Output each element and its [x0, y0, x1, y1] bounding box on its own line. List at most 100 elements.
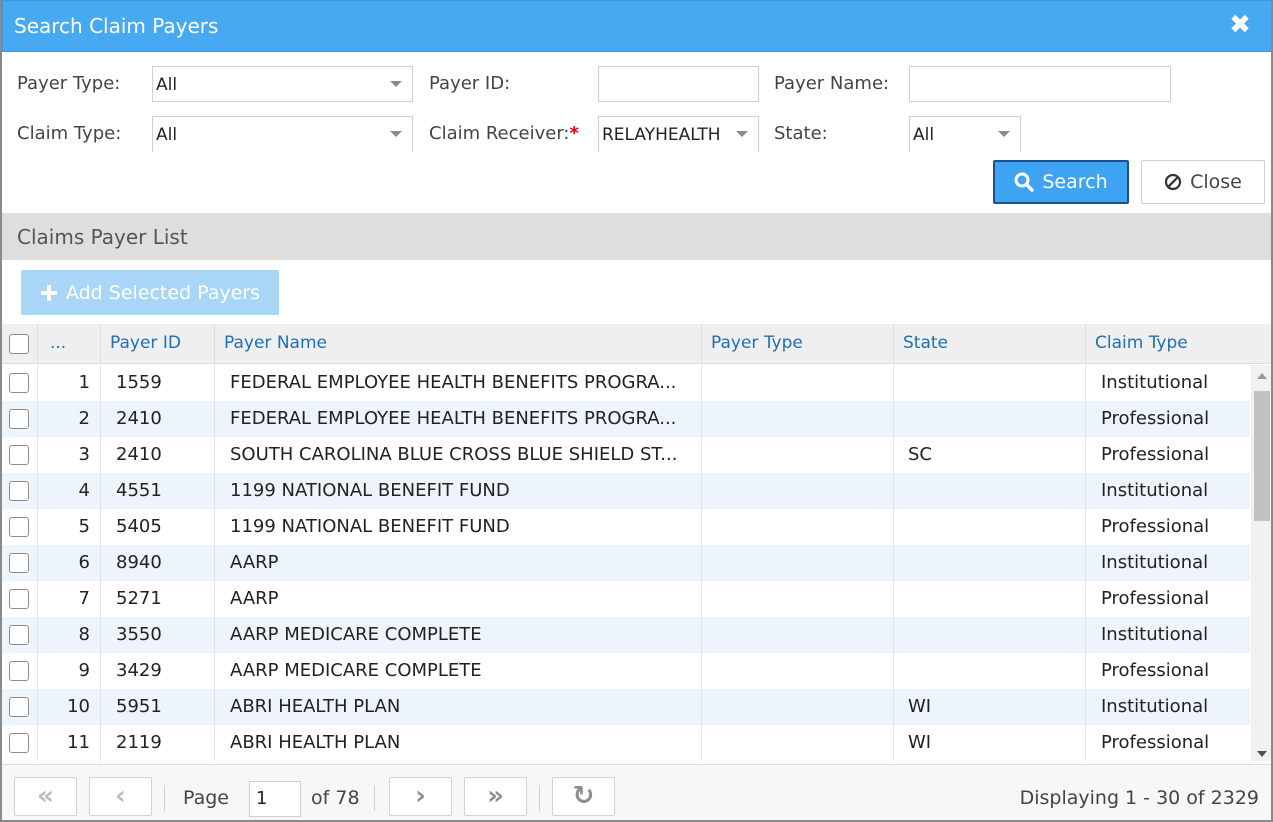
row-checkbox[interactable] — [9, 373, 29, 393]
state-cell: WI — [894, 689, 1086, 725]
payer-id-label: Payer ID: — [429, 73, 511, 94]
first-page-button[interactable]: « — [14, 777, 77, 816]
payer-type-select[interactable]: All — [152, 66, 413, 102]
row-checkbox[interactable] — [9, 625, 29, 645]
payer-name-cell: 1199 NATIONAL BENEFIT FUND — [215, 473, 702, 509]
next-page-button[interactable]: › — [389, 777, 452, 816]
column-header-payer-id[interactable]: Payer ID — [101, 324, 215, 364]
column-header-state[interactable]: State — [894, 324, 1086, 364]
claim-type-cell: Professional — [1101, 660, 1210, 681]
table-row[interactable]: 2 2410 FEDERAL EMPLOYEE HEALTH BENEFITS PR… — [2, 401, 1250, 437]
row-checkbox[interactable] — [9, 661, 29, 681]
row-select-cell — [2, 725, 38, 761]
payer-type-cell — [702, 437, 894, 473]
row-checkbox[interactable] — [9, 409, 29, 429]
required-marker: * — [569, 123, 579, 144]
payer-type-cell — [702, 473, 894, 509]
payer-name-cell: ABRI HEALTH PLAN — [215, 689, 702, 725]
scrollbar-thumb[interactable] — [1254, 391, 1270, 521]
row-checkbox[interactable] — [9, 589, 29, 609]
row-checkbox[interactable] — [9, 553, 29, 573]
claim-type-label: Claim Type: — [17, 123, 122, 144]
payer-name-cell: 1199 NATIONAL BENEFIT FUND — [215, 509, 702, 545]
row-number: 3 — [38, 437, 101, 473]
select-all-checkbox[interactable] — [9, 334, 29, 354]
payer-type-cell — [702, 725, 894, 761]
pager-separator — [539, 785, 540, 811]
scroll-down-icon[interactable] — [1257, 751, 1267, 757]
row-select-cell — [2, 437, 38, 473]
double-chevron-left-icon: « — [37, 781, 54, 811]
row-checkbox[interactable] — [9, 445, 29, 465]
table-row[interactable]: 9 3429 AARP MEDICARE COMPLETE Professional — [2, 653, 1250, 689]
claim-type-select[interactable]: All — [152, 116, 413, 152]
claim-type-cell: Professional — [1101, 516, 1210, 537]
plus-icon — [40, 284, 57, 301]
ban-icon — [1165, 173, 1182, 191]
row-checkbox[interactable] — [9, 733, 29, 753]
pagination-bar: « ‹ Page 1 of 78 › » ↻ Displaying 1 - 30… — [2, 764, 1271, 820]
payer-grid-body: 1 1559 FEDERAL EMPLOYEE HEALTH BENEFITS PR… — [2, 365, 1250, 761]
state-cell: WI — [894, 725, 1086, 761]
search-button[interactable]: Search — [993, 160, 1129, 204]
payer-id-cell: 5951 — [101, 689, 215, 725]
payer-name-input[interactable] — [909, 66, 1171, 102]
vertical-scrollbar[interactable] — [1251, 365, 1271, 761]
payer-name-cell: AARP — [215, 545, 702, 581]
table-row[interactable]: 6 8940 AARP Institutional — [2, 545, 1250, 581]
table-row[interactable]: 11 2119 ABRI HEALTH PLAN WI Professional — [2, 725, 1250, 761]
payer-name-label: Payer Name: — [774, 73, 890, 94]
search-button-label: Search — [1042, 171, 1108, 193]
page-number-input[interactable]: 1 — [249, 781, 301, 817]
claim-receiver-label: Claim Receiver:* — [429, 123, 579, 144]
refresh-icon: ↻ — [572, 781, 595, 811]
scroll-up-icon[interactable] — [1257, 373, 1267, 379]
table-row[interactable]: 8 3550 AARP MEDICARE COMPLETE Institutional — [2, 617, 1250, 653]
payer-id-cell: 3429 — [101, 653, 215, 689]
table-row[interactable]: 10 5951 ABRI HEALTH PLAN WI Institutional — [2, 689, 1250, 725]
payer-type-cell — [702, 509, 894, 545]
claim-type-cell: Professional — [1101, 588, 1210, 609]
close-button[interactable]: Close — [1141, 160, 1265, 204]
previous-page-button[interactable]: ‹ — [89, 777, 152, 816]
chevron-down-icon — [736, 131, 748, 137]
chevron-down-icon — [998, 131, 1010, 137]
add-selected-payers-label: Add Selected Payers — [65, 281, 261, 304]
row-number: 1 — [38, 365, 101, 401]
payer-name-cell: ABRI HEALTH PLAN — [215, 725, 702, 761]
row-select-cell — [2, 653, 38, 689]
row-number: 2 — [38, 401, 101, 437]
last-page-button[interactable]: » — [464, 777, 527, 816]
add-selected-payers-button[interactable]: Add Selected Payers — [21, 270, 279, 315]
close-x-icon[interactable]: ✖ — [1229, 10, 1251, 40]
row-checkbox[interactable] — [9, 517, 29, 537]
payer-type-label: Payer Type: — [17, 73, 121, 94]
claim-receiver-select[interactable]: RELAYHEALTH — [598, 116, 759, 152]
row-checkbox[interactable] — [9, 481, 29, 501]
row-checkbox[interactable] — [9, 697, 29, 717]
table-row[interactable]: 7 5271 AARP Professional — [2, 581, 1250, 617]
row-number: 5 — [38, 509, 101, 545]
column-header-rownum[interactable]: ... — [38, 324, 101, 364]
claim-type-cell: Institutional — [1101, 480, 1209, 501]
table-row[interactable]: 1 1559 FEDERAL EMPLOYEE HEALTH BENEFITS PR… — [2, 365, 1250, 401]
state-select[interactable]: All — [909, 116, 1021, 152]
chevron-right-icon: › — [415, 781, 426, 811]
table-row[interactable]: 3 2410 SOUTH CAROLINA BLUE CROSS BLUE SHIE… — [2, 437, 1250, 473]
select-all-column — [2, 324, 38, 364]
column-header-payer-name[interactable]: Payer Name — [215, 324, 702, 364]
pager-separator — [374, 785, 375, 811]
column-header-payer-type[interactable]: Payer Type — [702, 324, 894, 364]
payer-id-input[interactable] — [598, 66, 759, 102]
claim-type-value: All — [156, 125, 178, 145]
payer-type-cell — [702, 545, 894, 581]
close-button-label: Close — [1190, 171, 1242, 193]
table-row[interactable]: 4 4551 1199 NATIONAL BENEFIT FUND Instituti… — [2, 473, 1250, 509]
row-number: 7 — [38, 581, 101, 617]
refresh-button[interactable]: ↻ — [552, 777, 615, 816]
table-row[interactable]: 5 5405 1199 NATIONAL BENEFIT FUND Professio… — [2, 509, 1250, 545]
column-header-claim-type[interactable]: Claim Type — [1095, 333, 1188, 353]
row-select-cell — [2, 545, 38, 581]
row-number: 6 — [38, 545, 101, 581]
